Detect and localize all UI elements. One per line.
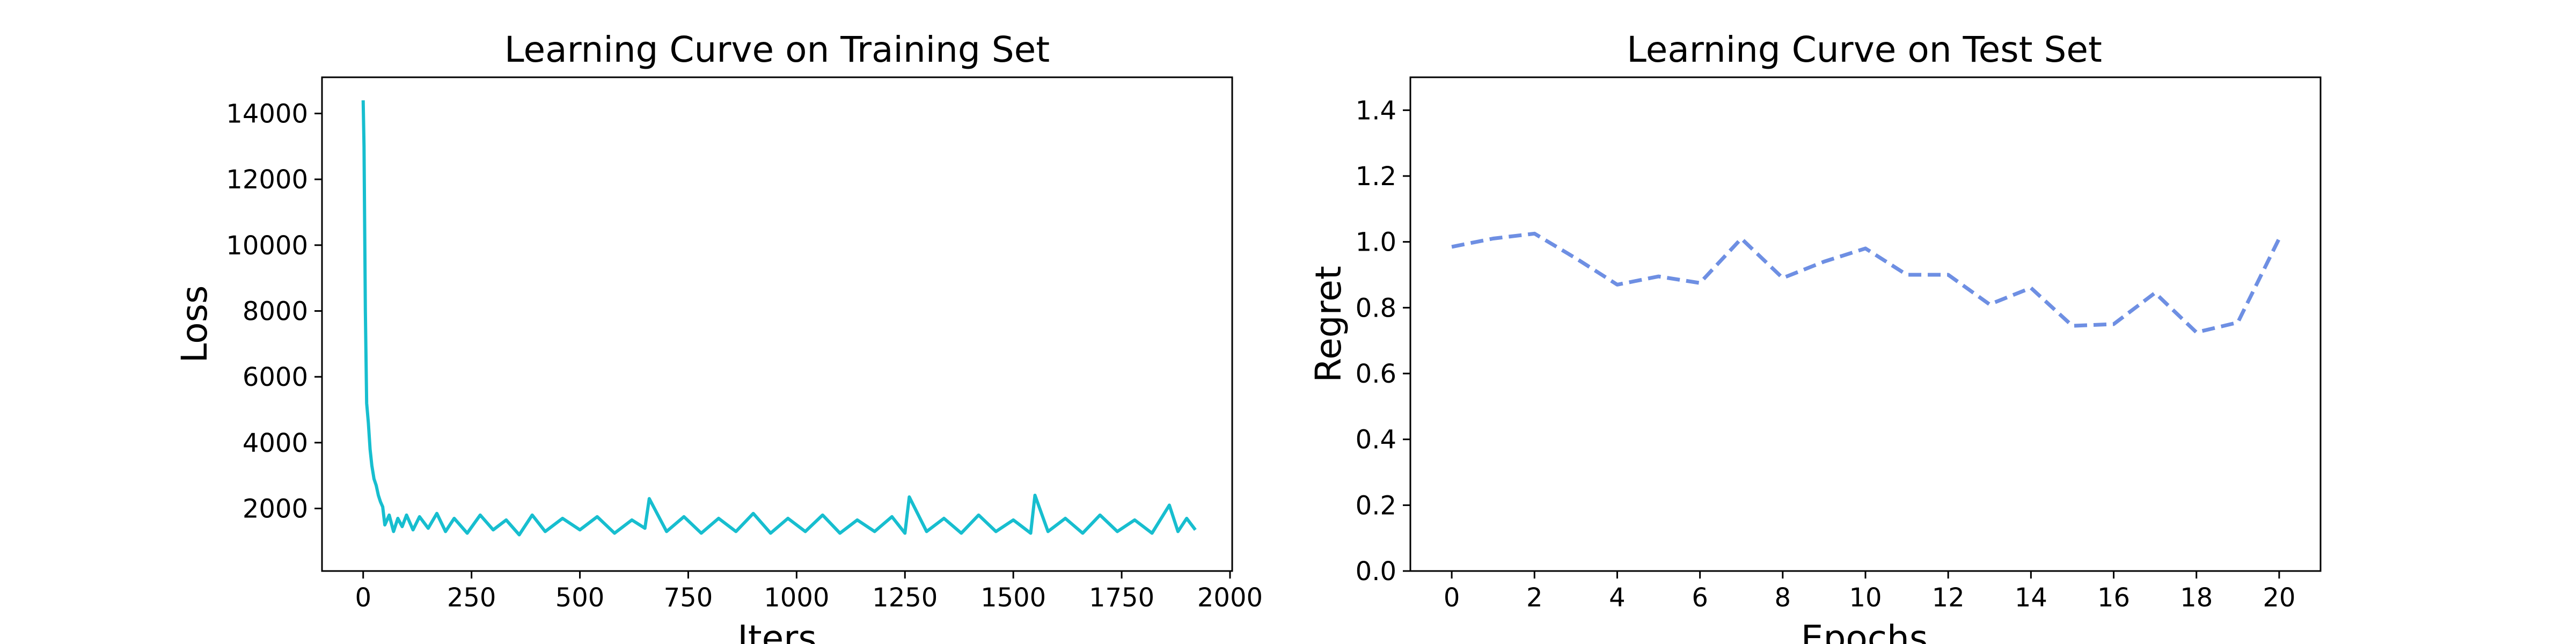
x-tick-label: 2000 xyxy=(1197,583,1263,613)
x-tick-label: 1250 xyxy=(872,583,938,613)
plot-area-frame xyxy=(321,76,1233,572)
x-tick-label: 12 xyxy=(1932,583,1965,613)
x-tick-label: 16 xyxy=(2097,583,2130,613)
y-tick-label: 0.8 xyxy=(1356,293,1396,323)
x-tick-label: 1500 xyxy=(980,583,1046,613)
test-learning-curve-chart: Learning Curve on Test Set 0 2 4 6 8 10 12 14 16… xyxy=(1308,29,2322,644)
x-tick-label: 1000 xyxy=(764,583,829,613)
x-tick-label: 250 xyxy=(447,583,496,613)
x-tick-label: 8 xyxy=(1775,583,1791,613)
x-tick-label: 6 xyxy=(1692,583,1708,613)
x-tick-label: 500 xyxy=(555,583,605,613)
y-tick-label: 0.0 xyxy=(1356,557,1396,587)
x-axis-label: Iters xyxy=(737,618,816,644)
series-layer xyxy=(361,100,1197,537)
x-tick-label: 10 xyxy=(1849,583,1882,613)
x-tick-label: 18 xyxy=(2180,583,2213,613)
x-tick-label: 750 xyxy=(664,583,713,613)
x-tick-label: 2 xyxy=(1526,583,1543,613)
y-tick-label: 0.6 xyxy=(1356,359,1396,389)
y-tick-label: 2000 xyxy=(243,494,308,524)
y-tick-label: 14000 xyxy=(226,99,308,129)
x-axis: 0 250 500 750 1000 1250 1500 1750 2000 xyxy=(355,571,1263,613)
y-axis: 2000 4000 6000 8000 10000 12000 14000 xyxy=(226,99,322,524)
x-tick-label: 1750 xyxy=(1089,583,1154,613)
x-tick-label: 0 xyxy=(355,583,371,613)
y-tick-label: 0.2 xyxy=(1356,491,1396,521)
training-learning-curve-chart: Learning Curve on Training Set 0 250 500 75… xyxy=(174,29,1263,644)
y-tick-label: 4000 xyxy=(243,428,308,458)
y-axis-label: Loss xyxy=(174,286,215,363)
y-tick-label: 0.4 xyxy=(1356,425,1396,455)
chart-title: Learning Curve on Training Set xyxy=(504,29,1050,70)
y-tick-label: 1.0 xyxy=(1356,228,1396,258)
y-tick-label: 12000 xyxy=(226,165,308,195)
x-tick-label: 4 xyxy=(1609,583,1626,613)
chart-title: Learning Curve on Test Set xyxy=(1627,29,2102,70)
y-tick-label: 10000 xyxy=(226,231,308,261)
x-tick-label: 20 xyxy=(2263,583,2295,613)
x-axis-label: Epochs xyxy=(1801,618,1928,644)
series-layer xyxy=(1451,231,2281,334)
x-tick-label: 0 xyxy=(1444,583,1460,613)
y-tick-label: 1.4 xyxy=(1356,96,1396,126)
series-line xyxy=(361,100,1197,537)
y-tick-label: 6000 xyxy=(243,362,308,392)
x-axis: 0 2 4 6 8 10 12 14 16 18 20 xyxy=(1444,571,2295,613)
series-line xyxy=(1451,231,2281,334)
y-axis: 0.0 0.2 0.4 0.6 0.8 1.0 1.2 1.4 xyxy=(1356,96,1410,587)
y-tick-label: 1.2 xyxy=(1356,162,1396,192)
x-tick-label: 14 xyxy=(2015,583,2047,613)
y-axis-label: Regret xyxy=(1308,266,1349,383)
y-tick-label: 8000 xyxy=(243,296,308,326)
